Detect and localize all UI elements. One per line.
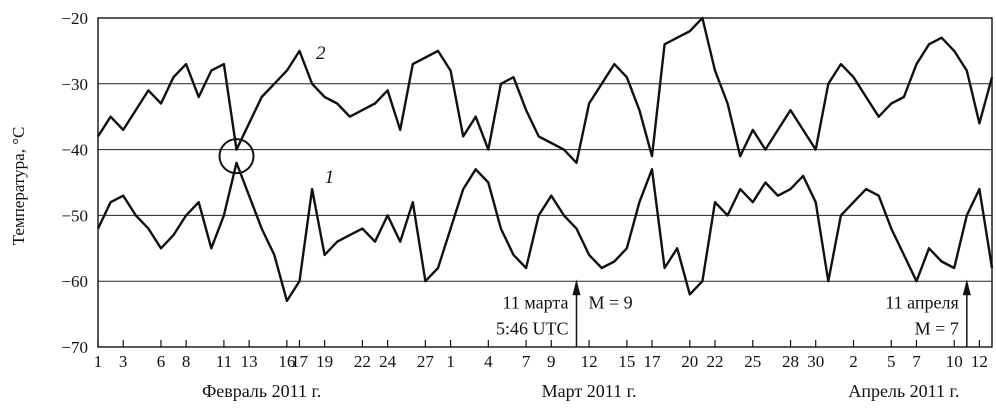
- annotation-layer: 2 1 11 марта 5:46 UTC M = 9 11 апреля M = 7: [218, 43, 971, 347]
- x-tick-label: 10: [946, 352, 963, 371]
- event-arrowhead: [962, 279, 971, 296]
- y-tick-label: −50: [61, 206, 88, 225]
- x-tick-label: 12: [581, 352, 598, 371]
- x-tick-label: 1: [94, 352, 103, 371]
- x-tick-label: 25: [744, 352, 761, 371]
- plot-frame: [97, 17, 993, 348]
- y-tick-label: −70: [61, 338, 88, 357]
- x-tick-label: 19: [316, 352, 333, 371]
- event-arrowhead: [572, 279, 581, 296]
- x-tick-label: 1: [446, 352, 455, 371]
- x-tick-label: 27: [417, 352, 435, 371]
- x-tick-label: 7: [522, 352, 531, 371]
- x-tick-label: 4: [484, 352, 493, 371]
- y-tick-label: −60: [61, 272, 88, 291]
- x-tick-label: 7: [912, 352, 921, 371]
- y-tick-label: −30: [61, 75, 88, 94]
- x-tick-label: 8: [182, 352, 191, 371]
- x-tick-label: 15: [618, 352, 635, 371]
- x-tick-label: 30: [807, 352, 824, 371]
- x-tick-label: 20: [681, 352, 698, 371]
- annotation-text: M = 9: [588, 292, 632, 312]
- x-tick-label: 16: [278, 352, 295, 371]
- series-label-1: 1: [325, 167, 335, 188]
- x-tick-label: 9: [547, 352, 556, 371]
- x-tick-label: 3: [119, 352, 128, 371]
- y-axis-label: Температура, °C: [9, 127, 28, 246]
- series-layer: [96, 16, 994, 303]
- x-tick-label: 2: [849, 352, 858, 371]
- series-label-2: 2: [316, 43, 326, 64]
- month-label: Март 2011 г.: [542, 381, 637, 401]
- x-tick-label: 13: [241, 352, 258, 371]
- annotation-text: 11 марта: [503, 292, 569, 312]
- series-line-2: [96, 16, 994, 165]
- series-line-1: [96, 161, 994, 303]
- x-tick-label: 12: [971, 352, 988, 371]
- x-tick-label: 17: [644, 352, 662, 371]
- x-tick-label: 5: [887, 352, 896, 371]
- y-tick-label: −40: [61, 141, 88, 160]
- annotation-text: 5:46 UTC: [496, 318, 569, 338]
- x-tick-label: 6: [157, 352, 166, 371]
- annotation-text: M = 7: [915, 318, 959, 338]
- annotation-text: 11 апреля: [885, 292, 958, 312]
- x-tick-label: 17: [291, 352, 309, 371]
- month-label: Февраль 2011 г.: [202, 381, 321, 401]
- x-tick-label: 28: [782, 352, 799, 371]
- x-tick-label: 22: [706, 352, 723, 371]
- x-tick-label: 24: [379, 352, 397, 371]
- month-label: Апрель 2011 г.: [848, 381, 959, 401]
- y-tick-label: −20: [61, 9, 88, 28]
- x-tick-label: 22: [354, 352, 371, 371]
- x-tick-label: 11: [216, 352, 232, 371]
- crossing-circle: [218, 138, 255, 175]
